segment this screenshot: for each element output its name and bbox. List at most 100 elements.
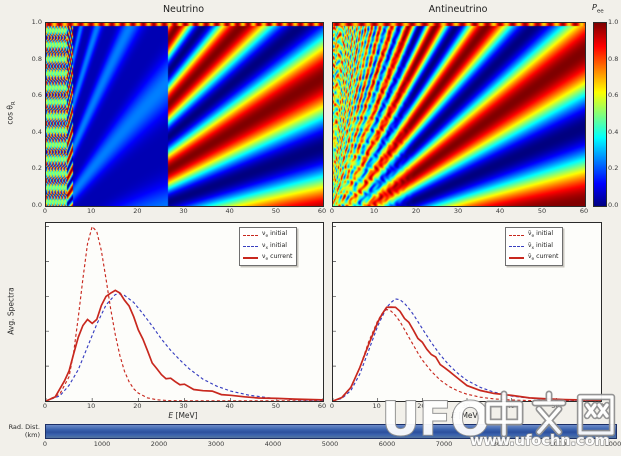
legend-entry: νx initial bbox=[243, 242, 292, 252]
heatmap-panel-antineutrino bbox=[332, 22, 586, 207]
legend-entry: νe current bbox=[243, 253, 292, 263]
watermark-cjk-wang-icon bbox=[576, 393, 616, 437]
colorbar bbox=[593, 22, 607, 207]
legend-antineutrino: ν̄e initial ν̄x initial ν̄e current bbox=[505, 227, 564, 267]
radius-bar-label-line2: (km) bbox=[24, 431, 40, 440]
tick-label: 40 bbox=[495, 207, 505, 215]
spectra-neutrino-x-axis-label: E [MeV] bbox=[168, 411, 198, 420]
tick-label: 0.0 bbox=[31, 201, 42, 209]
legend-label: νx initial bbox=[262, 241, 288, 251]
tick-label: 1.0 bbox=[31, 18, 42, 26]
tick-label: 30 bbox=[461, 402, 471, 410]
tick-label: 1000 bbox=[93, 440, 111, 448]
heatmap-antineutrino-canvas bbox=[333, 23, 585, 206]
tick-label: 7000 bbox=[435, 440, 453, 448]
watermark-url-text: www.ufochn.com bbox=[470, 433, 610, 449]
tick-label: 50 bbox=[537, 207, 547, 215]
legend-line-sample bbox=[243, 234, 258, 236]
legend-entry: ν̄e current bbox=[509, 253, 558, 263]
radius-bar-ticks: 0 1000 2000 3000 4000 5000 6000 7000 8000 9000 100… bbox=[42, 440, 621, 450]
legend-line-sample bbox=[509, 234, 524, 236]
tick-label: 0.6 bbox=[31, 91, 42, 100]
tick-label: 0 bbox=[329, 402, 335, 410]
tick-label: 20 bbox=[411, 207, 421, 215]
legend-line-sample bbox=[243, 246, 258, 248]
tick-label: 0 bbox=[42, 207, 48, 215]
tick-label: 2000 bbox=[150, 440, 168, 448]
heatmap-neutrino-canvas bbox=[46, 23, 323, 206]
tick-label: 8000 bbox=[492, 440, 510, 448]
colorbar-ticks: 1.0 0.8 0.6 0.4 0.2 0.0 bbox=[608, 18, 621, 209]
tick-label: 30 bbox=[179, 207, 188, 215]
radius-progress-bar bbox=[45, 424, 617, 439]
legend-label: ν̄x initial bbox=[528, 241, 554, 251]
tick-label: 0.8 bbox=[608, 54, 619, 63]
tick-label: 4000 bbox=[264, 440, 282, 448]
tick-label: 0.4 bbox=[608, 127, 619, 136]
heatmap-antineutrino-x-ticks: 0 10 20 30 40 50 60 bbox=[329, 207, 588, 217]
tick-label: 60 bbox=[317, 402, 327, 410]
watermark-cjk-wen-icon bbox=[531, 390, 567, 436]
tick-label: 3000 bbox=[207, 440, 225, 448]
legend-entry: ν̄x initial bbox=[509, 242, 558, 252]
spectra-y-axis-label: Avg. Spectra bbox=[6, 287, 16, 335]
tick-label: 10 bbox=[372, 402, 381, 410]
tick-label: 60 bbox=[579, 207, 589, 215]
radius-progress-fill bbox=[46, 425, 616, 438]
legend-entry: νe initial bbox=[243, 230, 292, 240]
tick-label: 10 bbox=[369, 207, 379, 215]
tick-label: 50 bbox=[271, 402, 280, 410]
tick-label: 0 bbox=[42, 402, 48, 410]
tick-label: 0.6 bbox=[608, 91, 619, 100]
legend-line-sample bbox=[243, 257, 258, 260]
tick-label: 0.2 bbox=[31, 164, 42, 173]
series-initial bbox=[45, 293, 324, 402]
spectra-neutrino-plot bbox=[45, 225, 324, 402]
tick-label: 0 bbox=[42, 440, 48, 448]
radius-bar-label-line1: Rad. Dist. bbox=[8, 423, 40, 431]
legend-label: νe current bbox=[262, 253, 293, 263]
panel-title-antineutrino: Antineutrino bbox=[428, 4, 488, 15]
legend-label: ν̄e initial bbox=[528, 230, 554, 240]
watermark-latin-text: UFO bbox=[382, 392, 490, 446]
legend-line-sample bbox=[509, 246, 524, 248]
tick-label: 20 bbox=[133, 207, 142, 215]
legend-label: ν̄e current bbox=[528, 253, 559, 263]
tick-label: 40 bbox=[225, 207, 234, 215]
tick-label: 10000 bbox=[604, 440, 621, 448]
series-current bbox=[45, 289, 324, 402]
tick-label: 20 bbox=[417, 402, 426, 410]
legend-neutrino: νe initial νx initial νe current bbox=[239, 227, 298, 267]
tick-label: 0.4 bbox=[31, 127, 42, 136]
tick-label: 0 bbox=[329, 207, 335, 215]
colorbar-canvas bbox=[594, 23, 606, 206]
heatmap-panel-neutrino bbox=[45, 22, 324, 207]
tick-label: 10 bbox=[87, 402, 96, 410]
radius-bar-label: Rad. Dist. (km) bbox=[0, 423, 40, 440]
tick-label: 6000 bbox=[378, 440, 396, 448]
watermark: UFO www.ufochn.com bbox=[381, 390, 616, 450]
tick-label: 30 bbox=[453, 207, 463, 215]
tick-label: 10 bbox=[87, 207, 96, 215]
heatmap-y-axis-label: cos θR bbox=[5, 101, 17, 125]
tick-label: 60 bbox=[317, 207, 327, 215]
legend-entry: ν̄e initial bbox=[509, 230, 558, 240]
tick-label: 0.0 bbox=[608, 201, 619, 209]
legend-line-sample bbox=[509, 257, 524, 260]
watermark-cjk-zhong-icon bbox=[484, 390, 524, 438]
heatmap-y-ticks: 1.0 0.8 0.6 0.4 0.2 0.0 bbox=[20, 18, 42, 209]
colorbar-label: Pee bbox=[592, 3, 604, 15]
series-initial bbox=[45, 225, 323, 402]
tick-label: 40 bbox=[225, 402, 234, 410]
tick-label: 0.8 bbox=[31, 54, 42, 63]
tick-label: 0.2 bbox=[608, 164, 619, 173]
tick-label: 9000 bbox=[549, 440, 567, 448]
panel-title-neutrino: Neutrino bbox=[162, 4, 205, 15]
tick-label: 50 bbox=[271, 207, 280, 215]
spectra-antineutrino-x-axis-label: E [MeV] bbox=[451, 411, 481, 420]
heatmap-neutrino-x-ticks: 0 10 20 30 40 50 60 bbox=[42, 207, 326, 217]
tick-label: 30 bbox=[179, 402, 188, 410]
spectra-neutrino-x-ticks: 0 10 20 30 40 50 60 bbox=[42, 402, 326, 412]
tick-label: 20 bbox=[133, 402, 142, 410]
